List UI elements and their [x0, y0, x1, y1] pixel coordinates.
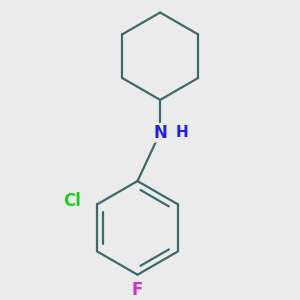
Text: Cl: Cl	[63, 192, 81, 210]
Text: F: F	[132, 281, 143, 299]
Text: H: H	[176, 125, 188, 140]
Text: N: N	[153, 124, 167, 142]
